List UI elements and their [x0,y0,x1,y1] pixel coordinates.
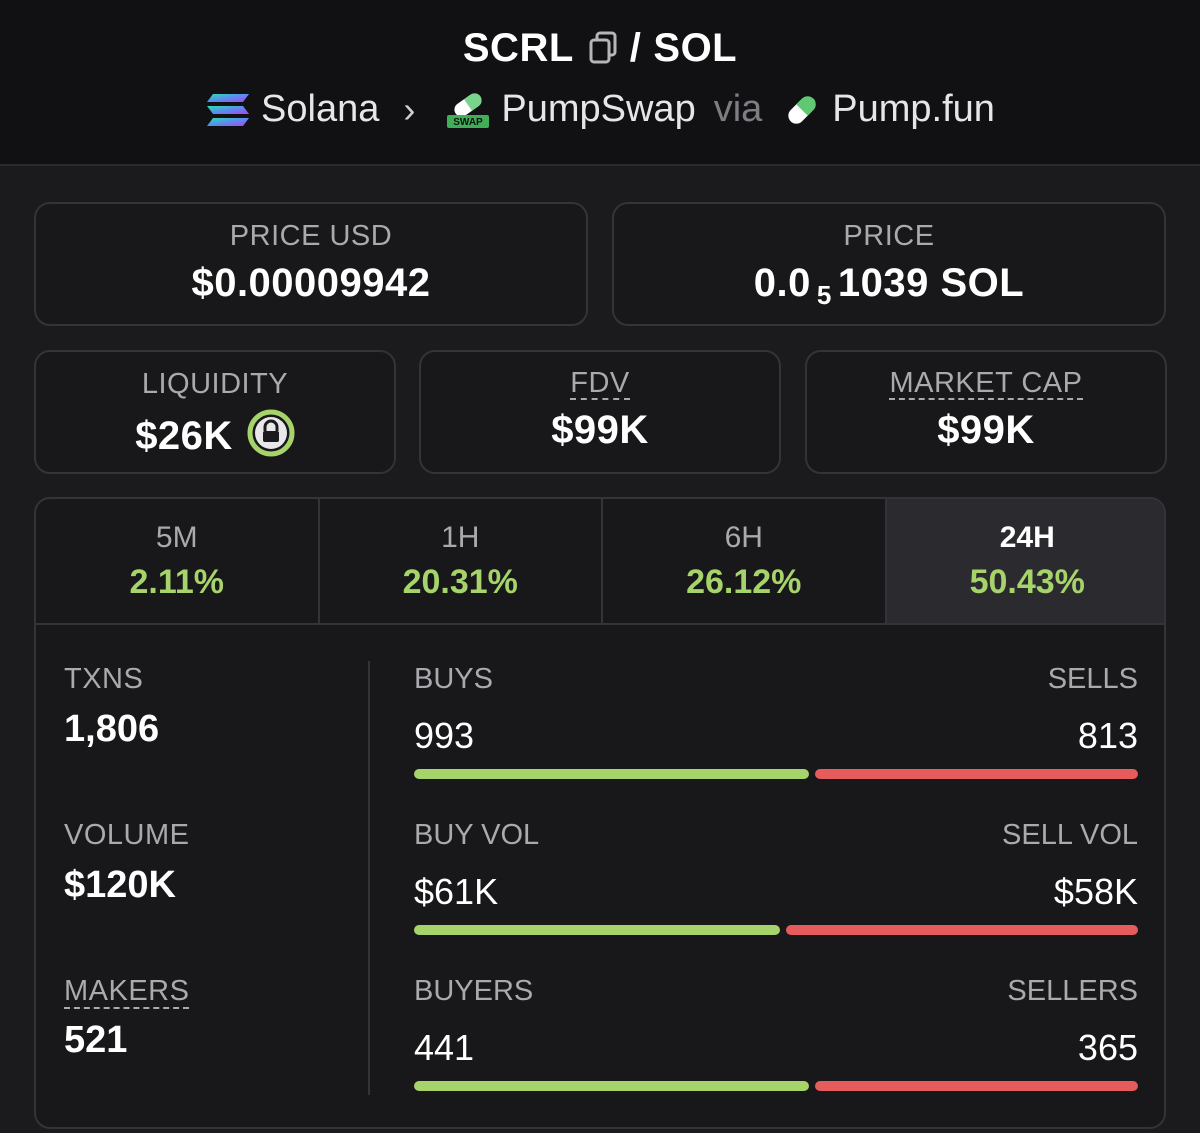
buy-bar-segment [414,1081,809,1091]
tab-label: 24H [999,521,1055,554]
volume-breakdown-row: BUY VOL SELL VOL $61K $58K [414,819,1138,939]
makers-metric[interactable]: MAKERS 521 [64,975,190,1062]
makers-breakdown-row: BUYERS SELLERS 441 365 [414,975,1138,1095]
price-usd-label: PRICE USD [229,220,393,252]
breadcrumb: Solana › SWAP PumpSwap via Pump.fun [0,88,1200,131]
liquidity-label: LIQUIDITY [141,368,289,400]
liquidity-value: $26K [135,414,233,458]
buy-bar-segment [414,925,780,935]
txns-label: TXNS [64,663,144,695]
price-card: PRICE 0.0 5 1039 SOL [612,202,1166,326]
price-usd-value: $0.00009942 [191,261,431,305]
price-zero-count: 5 [816,280,832,310]
fdv-label[interactable]: FDV [570,367,630,400]
breadcrumb-launchpad[interactable]: Pump.fun [832,88,995,130]
chevron-right-icon: › [403,88,416,130]
buy-vol-value: $61K [414,871,499,912]
buy-vol-label: BUY VOL [414,819,540,851]
tab-1h[interactable]: 1H 20.31% [320,499,603,623]
makers-value: 521 [64,1019,128,1061]
breadcrumb-chain[interactable]: Solana [261,88,380,130]
volume-value: $120K [64,864,176,906]
pumpswap-logo-icon: SWAP [447,92,490,128]
copy-icon[interactable] [588,31,618,65]
sells-label: SELLS [1047,663,1138,695]
pair-title: SCRL / SOL [0,26,1200,71]
volume-metric: VOLUME $120K [64,819,189,907]
tab-label: 1H [441,521,480,554]
tab-change-value: 50.43% [969,563,1085,601]
price-label: PRICE [843,220,935,252]
pair-header: SCRL / SOL Solana › SWAP Pu [0,0,1200,166]
timeframe-tabs: 5M 2.11% 1H 20.31% 6H 26.12% 24H 50.43% [36,499,1164,625]
liquidity-value-row: $26K [36,409,394,459]
sell-vol-value: $58K [1053,871,1138,912]
buyers-value: 441 [414,1027,475,1068]
base-token-symbol: SCRL [462,26,574,70]
price-prefix: 0.0 [753,261,811,305]
price-suffix: 1039 SOL [837,261,1025,305]
tab-label: 6H [724,521,763,554]
lock-icon[interactable] [247,409,295,457]
txns-value: 1,806 [64,708,160,750]
tab-6h[interactable]: 6H 26.12% [603,499,887,623]
pumpfun-logo-icon [788,95,816,124]
volume-label: VOLUME [64,819,190,851]
tab-change-value: 20.31% [402,563,518,601]
tab-5m[interactable]: 5M 2.11% [36,499,320,623]
breadcrumb-dex[interactable]: PumpSwap [501,88,696,130]
buy-sell-ratio-bar [414,925,1138,935]
solana-logo-icon [207,93,250,126]
sellers-value: 365 [1077,1027,1138,1068]
buy-bar-segment [414,769,809,779]
quote-token-symbol: SOL [653,26,738,70]
market-cap-card[interactable]: MARKET CAP $99K [805,350,1167,474]
column-divider [368,661,370,1095]
buys-value: 993 [414,715,475,756]
pumpswap-icon-text: SWAP [454,117,484,128]
price-usd-card: PRICE USD $0.00009942 [34,202,588,326]
market-cap-value: $99K [937,408,1035,452]
fdv-value: $99K [551,408,649,452]
sells-value: 813 [1077,715,1138,756]
makers-label[interactable]: MAKERS [64,975,190,1009]
txns-breakdown-row: BUYS SELLS 993 813 [414,663,1138,783]
txns-metric: TXNS 1,806 [64,663,159,751]
buys-label: BUYS [414,663,493,695]
sell-vol-label: SELL VOL [1002,819,1138,851]
sell-bar-segment [786,925,1138,935]
tab-change-value: 26.12% [686,563,802,601]
tab-change-value: 2.11% [129,563,225,601]
tab-label: 5M [155,521,198,554]
liquidity-card: LIQUIDITY $26K [34,350,396,474]
buy-sell-ratio-bar [414,769,1138,779]
stats-panel: 5M 2.11% 1H 20.31% 6H 26.12% 24H 50.43% … [34,497,1166,1129]
sellers-label: SELLERS [1007,975,1138,1007]
breadcrumb-via: via [713,88,763,130]
buyers-label: BUYERS [414,975,534,1007]
pair-separator: / [629,26,642,70]
tab-24h[interactable]: 24H 50.43% [886,499,1164,623]
fdv-card[interactable]: FDV $99K [419,350,781,474]
sell-bar-segment [815,769,1138,779]
buy-sell-ratio-bar [414,1081,1138,1091]
sell-bar-segment [815,1081,1138,1091]
market-cap-label[interactable]: MARKET CAP [889,367,1083,400]
price-value: 0.0 5 1039 SOL [614,261,1164,311]
